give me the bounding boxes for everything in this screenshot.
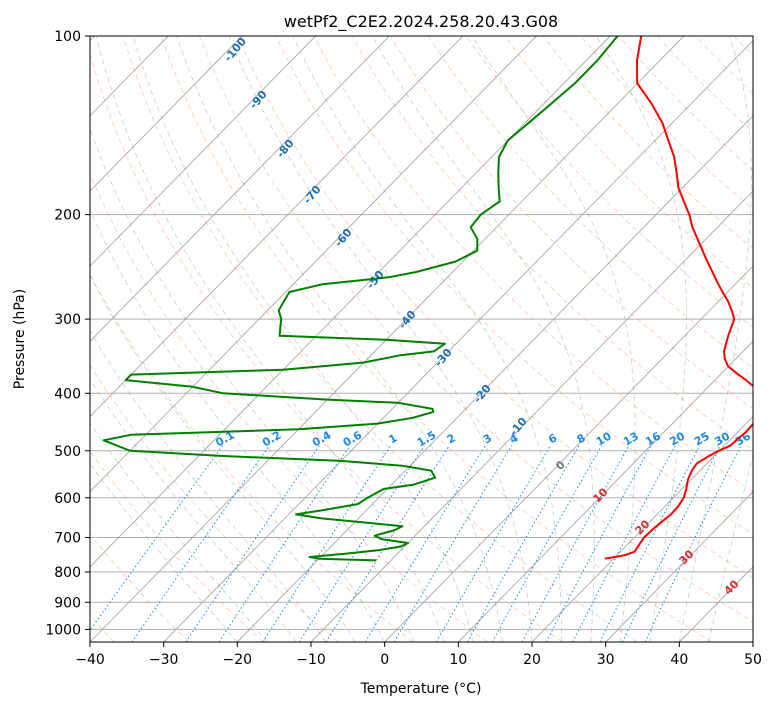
isotherm--80	[90, 36, 390, 342]
sounding-series	[102, 36, 753, 562]
isotherm--70	[90, 36, 464, 418]
dry-adiabat-30	[122, 36, 638, 642]
mixing-ratio-line-12	[521, 445, 630, 642]
moist-adiabat--12	[90, 378, 297, 642]
moist-adiabat-0	[90, 209, 386, 642]
moist-adiabats	[90, 36, 753, 642]
y-tick-label-5: 600	[54, 491, 81, 507]
y-tick-label-4: 500	[54, 444, 81, 460]
y-tick-label-7: 800	[54, 565, 81, 581]
mixing-ratio-line-9	[435, 445, 551, 642]
x-tick-label-8: 40	[670, 652, 688, 668]
y-tick-label-0: 100	[54, 29, 81, 45]
x-axis-label: Temperature (°C)	[360, 681, 482, 697]
dry-adiabat-80	[313, 36, 753, 493]
moist-adiabat-16	[176, 36, 503, 642]
isotherm-10	[457, 340, 753, 642]
y-tick-label-6: 700	[54, 531, 81, 547]
x-tick-label-1: −30	[149, 652, 179, 668]
x-tick-label-7: 30	[597, 652, 615, 668]
y-tick-label-9: 1000	[45, 622, 81, 638]
moist-adiabat-24	[292, 36, 562, 642]
y-tick-label-1: 200	[54, 208, 81, 224]
x-tick-label-6: 20	[523, 652, 541, 668]
x-tick-label-4: 0	[380, 652, 389, 668]
dry-adiabat-120	[466, 36, 753, 328]
plot-area: 0.1 0.2 0.4 0.6 1 1.5 2 3 4 6 8 10 13 16 20 25 30 36-100-…	[90, 36, 753, 642]
mixing-ratio-line-3	[218, 445, 351, 642]
y-tick-label-2: 300	[54, 312, 81, 328]
plot-frame	[89, 35, 754, 643]
mixing-ratio-line-7	[364, 445, 486, 642]
y-tick-label-3: 400	[54, 386, 81, 402]
isotherm--10	[310, 190, 753, 642]
mixing-ratio-lines	[90, 445, 742, 642]
moist-adiabat--20	[90, 463, 238, 642]
x-axis-ticks: −40 −30 −20 −10 0 10 20 30 40 50	[75, 642, 762, 668]
isotherm-30	[605, 491, 753, 642]
isotherm--60	[90, 36, 537, 493]
y-axis-ticks: 100 200 300 400 500 600 700 800 900 1000	[45, 29, 90, 638]
moist-adiabat-32	[471, 36, 636, 642]
moist-adiabat-28	[371, 36, 595, 642]
chart-title: wetPf2_C2E2.2024.258.20.43.G08	[284, 12, 558, 32]
mixing-ratio-line-17	[644, 445, 742, 642]
isotherm--30	[163, 39, 753, 642]
dry-adiabat-70	[275, 36, 753, 535]
moist-adiabat-36	[595, 36, 687, 642]
moist-adiabat-8	[95, 36, 444, 642]
moist-adiabat--16	[90, 422, 268, 642]
dry-adiabat-20	[90, 52, 563, 642]
dry-adiabat--10	[90, 364, 339, 642]
x-tick-label-0: −40	[75, 652, 105, 668]
isotherm--90	[90, 36, 316, 267]
x-tick-label-2: −20	[223, 652, 253, 668]
series-temperature-line	[604, 36, 753, 560]
mixing-ratio-line-2	[185, 445, 320, 642]
mixing-ratio-line-16	[621, 445, 721, 642]
mixing-ratio-line-5	[298, 445, 425, 642]
isotherm-20	[531, 415, 753, 642]
x-tick-label-3: −10	[296, 652, 326, 668]
moist-adiabat-4	[90, 126, 415, 642]
mixing-ratio-line-0	[90, 445, 224, 632]
mixing-ratio-line-15	[599, 445, 701, 642]
isotherm-gridlines	[90, 36, 753, 642]
y-axis-label: Pressure (hPa)	[12, 289, 28, 389]
y-tick-label-8: 900	[54, 595, 81, 611]
moist-adiabat--8	[90, 329, 327, 642]
mixing-ratio-line-1	[131, 445, 270, 642]
isotherm--100	[90, 36, 243, 192]
mixing-ratio-line-8	[393, 445, 513, 642]
x-tick-label-9: 50	[744, 652, 762, 668]
isotherm-0	[384, 265, 753, 642]
series-dewpoint-line	[102, 36, 619, 562]
mixing-ratio-line-6	[325, 445, 450, 642]
mixing-ratio-line-4	[262, 445, 392, 642]
isobar-gridlines	[90, 36, 753, 630]
dry-adiabat-0	[90, 272, 414, 642]
dry-adiabats	[90, 36, 753, 642]
mixing-ratio-line-11	[491, 445, 603, 642]
isotherm--20	[236, 115, 753, 642]
x-tick-label-5: 10	[449, 652, 467, 668]
dry-adiabat-110	[427, 36, 753, 369]
